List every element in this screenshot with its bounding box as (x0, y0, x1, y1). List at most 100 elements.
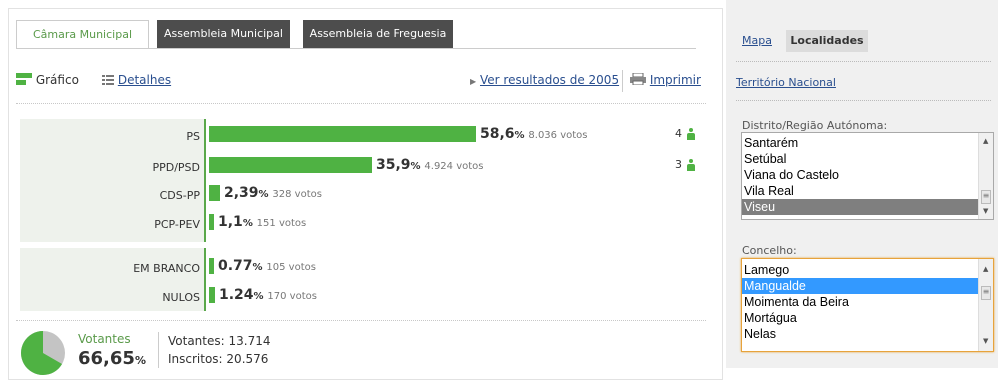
percent-sign: % (134, 354, 146, 367)
distrito-scrollbar[interactable]: ▲ ≡ ▼ (978, 133, 993, 219)
tab-mapa[interactable]: Mapa (742, 34, 772, 47)
scroll-thumb[interactable]: ≡ (981, 286, 991, 300)
result-percent: 58,6 (480, 126, 515, 142)
result-votes: 151 votos (256, 218, 307, 229)
seats-count: 3 (675, 157, 696, 173)
person-icon (686, 128, 696, 140)
list-option[interactable]: Setúbal (744, 152, 787, 166)
printer-icon (630, 72, 646, 86)
party-label: PCP-PEV (154, 218, 200, 231)
result-votes: 170 votos (267, 291, 317, 302)
result-votes: 328 votos (272, 189, 322, 200)
chart-axis (204, 119, 206, 242)
result-bar (209, 214, 214, 230)
list-option[interactable]: Viana do Castelo (744, 168, 839, 182)
list-option[interactable]: Santarém (744, 136, 799, 150)
result-percent: 0.77 (218, 258, 253, 274)
votantes-label: Votantes (78, 332, 131, 346)
seats-value: 4 (675, 127, 682, 140)
concelho-scrollbar[interactable]: ▲ ≡ ▼ (978, 259, 993, 351)
detalhes-link[interactable]: Detalhes (117, 73, 172, 87)
percent-sign: % (258, 189, 269, 200)
turnout-pie-slice (20, 331, 63, 375)
tab-assembleia-municipal[interactable]: Assembleia Municipal (157, 20, 290, 48)
result-value: 0.77% 105 votos (218, 258, 316, 274)
percent-sign: % (514, 130, 525, 141)
list-icon (102, 75, 114, 85)
distrito-label: Distrito/Região Autónoma: (742, 119, 888, 132)
result-bar (209, 258, 214, 274)
result-bar (209, 287, 215, 303)
toolbar: Gráfico Detalhes ▶ Ver resultados de 200… (16, 70, 706, 92)
result-votes: 4.924 votos (424, 161, 484, 172)
votantes-count: Votantes: 13.714 (168, 334, 271, 348)
result-value: 35,9% 4.924 votos (376, 157, 484, 173)
party-label: NULOS (162, 291, 200, 304)
list-option[interactable]: Nelas (744, 327, 776, 341)
arrow-right-icon: ▶ (470, 77, 477, 86)
list-option[interactable]: Lamego (744, 263, 790, 277)
ver-resultados-link[interactable]: Ver resultados de 2005 (479, 73, 620, 87)
distrito-listbox[interactable]: Santarém Setúbal Viana do Castelo Vila Real… (741, 132, 994, 220)
votantes-percent-value: 66,65 (78, 348, 135, 369)
person-icon (686, 159, 696, 171)
list-option[interactable]: Vila Real (744, 184, 794, 198)
divider (16, 103, 706, 104)
list-option[interactable]: Mortágua (744, 311, 797, 325)
bar-chart-icon (16, 73, 32, 85)
scroll-thumb[interactable]: ≡ (981, 190, 991, 204)
result-votes: 105 votos (266, 262, 316, 273)
result-value: 1.24% 170 votos (219, 287, 317, 303)
grafico-button[interactable]: Gráfico (16, 70, 79, 90)
scroll-down-icon[interactable]: ▼ (983, 207, 989, 215)
result-bar (209, 126, 476, 142)
scroll-up-icon[interactable]: ▲ (983, 265, 989, 273)
tab-camara-municipal[interactable]: Câmara Municipal (16, 20, 149, 49)
scroll-up-icon[interactable]: ▲ (983, 137, 989, 145)
divider (736, 100, 991, 101)
list-option[interactable]: Viseu (742, 199, 993, 215)
result-value: 58,6% 8.036 votos (480, 126, 588, 142)
ver-resultados-button[interactable]: ▶ Ver resultados de 2005 (470, 70, 619, 90)
blank-null-block (20, 248, 204, 311)
party-label: PPD/PSD (152, 161, 200, 174)
result-bar (209, 157, 372, 173)
result-value: 2,39% 328 votos (224, 185, 322, 201)
inscritos-count: Inscritos: 20.576 (168, 352, 269, 366)
grafico-label: Gráfico (35, 73, 79, 87)
territorio-nacional-link[interactable]: Território Nacional (736, 76, 836, 89)
percent-sign: % (252, 262, 263, 273)
list-option[interactable]: Moimenta da Beira (744, 295, 849, 309)
party-label: CDS-PP (159, 189, 200, 202)
result-value: 1,1% 151 votos (218, 214, 306, 230)
list-option[interactable]: Mangualde (742, 278, 993, 294)
votantes-percent: 66,65% (78, 348, 146, 369)
result-votes: 8.036 votos (528, 130, 588, 141)
tab-assembleia-freguesia[interactable]: Assembleia de Freguesia (303, 20, 453, 48)
result-bar (209, 185, 220, 201)
detalhes-button[interactable]: Detalhes (102, 70, 171, 90)
seats-value: 3 (675, 158, 682, 171)
chart-axis-blank (204, 248, 206, 311)
turnout-pie-chart (20, 331, 65, 375)
scroll-down-icon[interactable]: ▼ (983, 337, 989, 345)
party-label: PS (186, 130, 200, 143)
party-label: EM BRANCO (133, 262, 200, 275)
result-percent: 2,39 (224, 185, 259, 201)
concelho-listbox[interactable]: Lamego Mangualde Moimenta da Beira Mortágua… (741, 258, 994, 352)
tab-localidades[interactable]: Localidades (786, 30, 868, 52)
divider (16, 320, 706, 321)
result-percent: 1.24 (219, 287, 254, 303)
imprimir-link[interactable]: Imprimir (649, 73, 701, 87)
seats-count: 4 (675, 126, 696, 142)
toolbar-separator (622, 70, 623, 92)
result-percent: 1,1 (218, 214, 243, 230)
turnout-separator (158, 332, 159, 368)
concelho-label: Concelho: (742, 244, 797, 257)
divider (736, 61, 991, 62)
parties-block (20, 119, 204, 242)
location-sidebar: Mapa Localidades Território Nacional Dis… (726, 0, 998, 368)
result-percent: 35,9 (376, 157, 411, 173)
percent-sign: % (253, 291, 264, 302)
imprimir-button[interactable]: Imprimir (630, 70, 701, 90)
